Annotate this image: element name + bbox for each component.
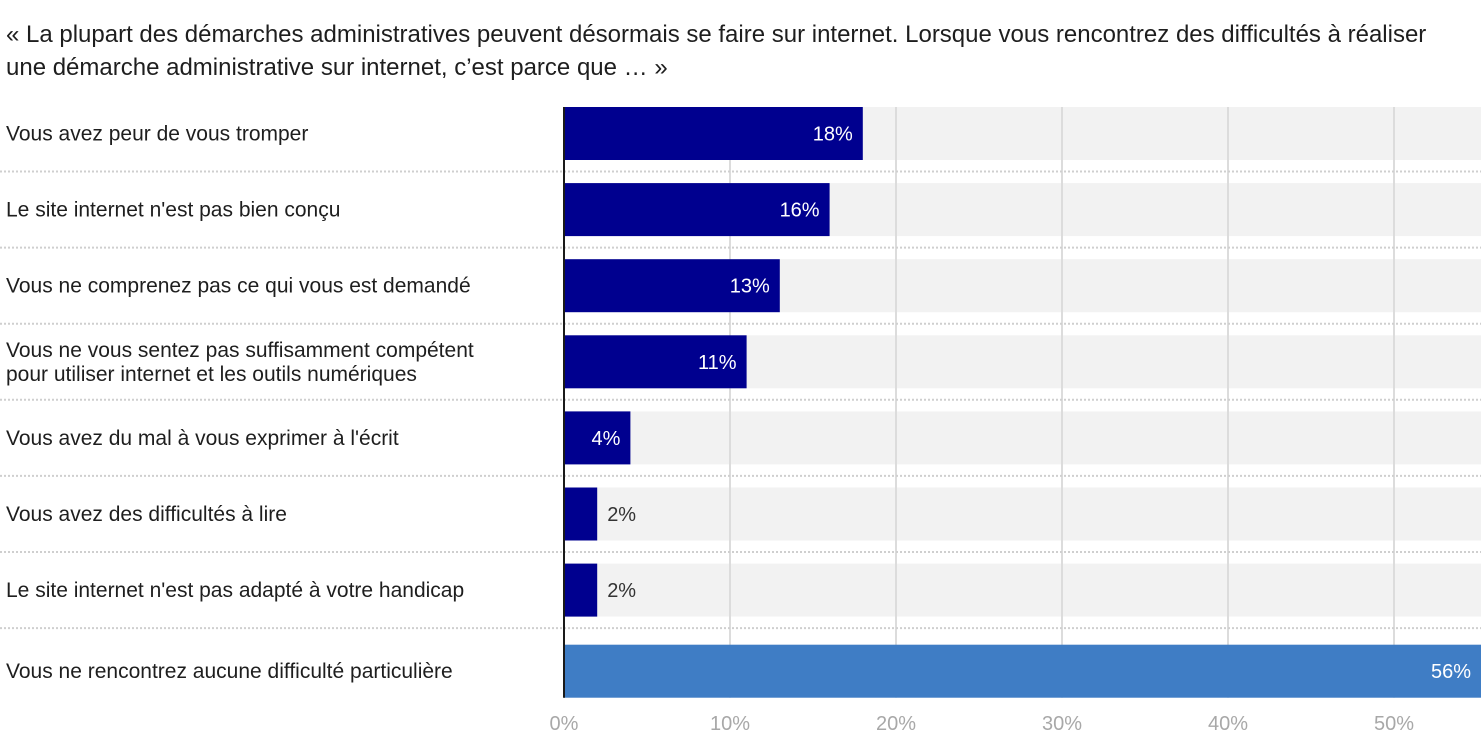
value-label: 13% xyxy=(730,276,770,298)
category-label: Vous ne vous sentez pas suffisamment com… xyxy=(6,339,474,362)
bar[interactable] xyxy=(564,487,598,541)
x-tick-label: 30% xyxy=(1042,713,1082,735)
value-label: 2% xyxy=(607,504,636,526)
bars-layer xyxy=(564,107,1481,698)
background-bar xyxy=(564,563,1481,617)
bar[interactable] xyxy=(564,259,780,313)
x-tick-label: 20% xyxy=(876,713,916,735)
value-label: 56% xyxy=(1431,661,1471,683)
x-tick-label: 40% xyxy=(1208,713,1248,735)
row-separators-layer xyxy=(0,170,1481,630)
bar[interactable] xyxy=(564,644,1481,698)
value-label: 11% xyxy=(698,352,737,374)
bar[interactable] xyxy=(564,563,598,617)
category-label: pour utiliser internet et les outils num… xyxy=(6,363,417,386)
x-tick-label: 0% xyxy=(550,713,579,735)
chart-title: « La plupart des démarches administrativ… xyxy=(6,21,1427,81)
bar[interactable] xyxy=(564,411,631,465)
value-label: 18% xyxy=(813,124,853,146)
category-label: Vous avez du mal à vous exprimer à l'écr… xyxy=(6,427,399,450)
category-label: Vous avez peur de vous tromper xyxy=(6,123,308,146)
value-labels-layer: 18% 16% 13% 11% 4% 2% 2% 56% xyxy=(591,124,1471,684)
category-labels-layer: Vous avez peur de vous tromper Le site in… xyxy=(6,123,474,684)
category-label: Vous avez des difficultés à lire xyxy=(6,503,287,526)
value-label: 16% xyxy=(780,200,820,222)
value-label: 4% xyxy=(591,428,620,450)
category-label: Le site internet n'est pas bien conçu xyxy=(6,199,340,222)
x-tick-label: 10% xyxy=(710,713,750,735)
category-label: Vous ne rencontrez aucune difficulté par… xyxy=(6,660,453,683)
bar[interactable] xyxy=(564,183,830,237)
category-label: Le site internet n'est pas adapté à votr… xyxy=(6,579,464,602)
bar[interactable] xyxy=(564,107,863,160)
x-tick-label: 50% xyxy=(1374,713,1414,735)
background-bar xyxy=(564,411,1481,465)
value-label: 2% xyxy=(607,580,636,602)
background-bar xyxy=(564,487,1481,541)
category-label: Vous ne comprenez pas ce qui vous est de… xyxy=(6,275,471,298)
x-axis-ticks-layer: 0% 10% 20% 30% 40% 50% xyxy=(550,713,1415,735)
bar[interactable] xyxy=(564,335,747,389)
